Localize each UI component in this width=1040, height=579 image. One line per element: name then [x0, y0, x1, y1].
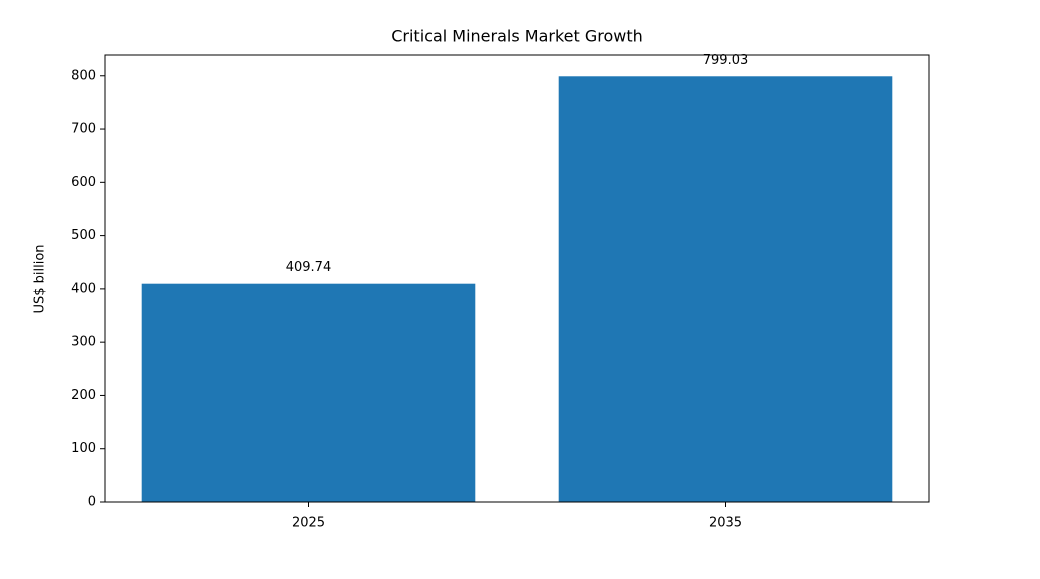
- y-tick-label: 100: [71, 441, 96, 456]
- plot-frame: [104, 54, 930, 503]
- y-tick-label: 800: [71, 68, 96, 83]
- x-tick-label: 2035: [709, 516, 742, 531]
- chart-title: Critical Minerals Market Growth: [391, 27, 643, 46]
- value-label: 409.74: [286, 260, 332, 275]
- y-tick-label: 0: [88, 495, 96, 510]
- y-tick-label: 700: [71, 122, 96, 137]
- y-tick-label: 200: [71, 388, 96, 403]
- y-tick-label: 600: [71, 175, 96, 190]
- y-tick-label: 300: [71, 335, 96, 350]
- y-tick-label: 500: [71, 228, 96, 243]
- bar: [141, 283, 476, 502]
- bar: [558, 76, 893, 503]
- y-axis-label: US$ billion: [33, 244, 48, 313]
- value-label: 799.03: [703, 53, 749, 68]
- y-tick-label: 400: [71, 281, 96, 296]
- x-tick-label: 2025: [292, 516, 325, 531]
